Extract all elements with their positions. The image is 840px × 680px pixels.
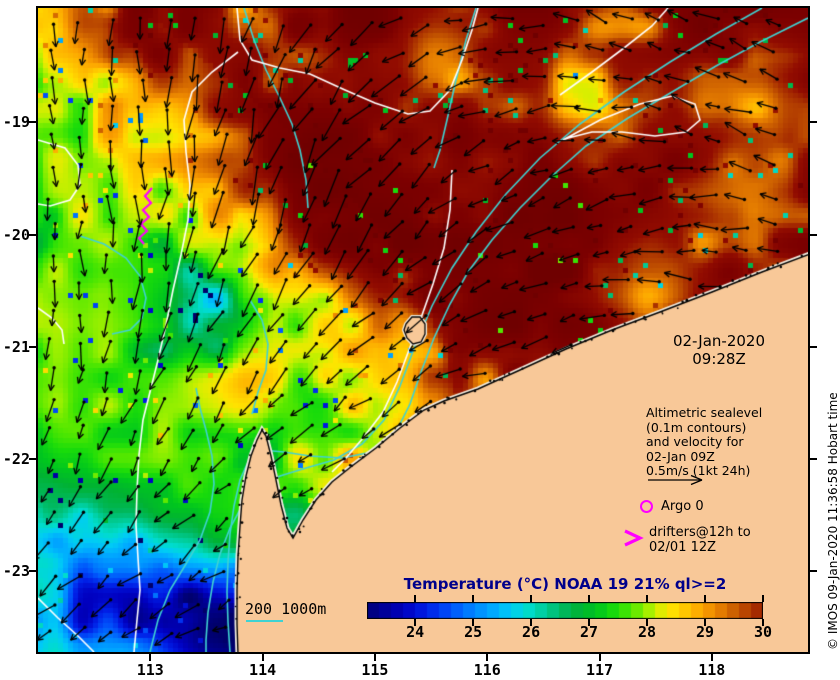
x-axis-tick [149,654,152,661]
right-axis-tick [810,121,817,124]
colorbar-tick [530,619,533,626]
x-axis-tick [373,654,376,661]
map-datetime: 02-Jan-2020 09:28Z [640,332,798,368]
isobath-legend-line [246,620,283,622]
right-axis-tick [810,458,817,461]
colorbar-tick-label: 30 [753,623,773,641]
right-axis-tick [810,570,817,573]
y-tick-label: -20 [2,225,30,244]
colorbar-tick [414,595,417,602]
colorbar-tick [762,619,764,626]
colorbar-tick [530,595,533,602]
colorbar-tick [472,619,475,626]
x-axis-tick [486,654,489,661]
x-axis-tick [710,654,713,661]
colorbar-tick [704,619,707,626]
drifters-label-line2: 02/01 12Z [649,540,717,555]
drifter-chevron-icon [624,529,644,547]
altimetric-line: and velocity for [646,434,744,449]
colorbar-tick-label: 25 [464,623,483,641]
y-tick-label: -23 [2,562,30,581]
colorbar [367,602,763,619]
colorbar-tick [646,595,649,602]
drifters-label-line1: drifters@12h to [649,525,751,540]
colorbar-tick-label: 24 [406,623,425,641]
x-tick-label: 117 [585,661,614,679]
right-axis-tick [810,345,817,348]
colorbar-title: Temperature (°C) NOAA 19 21% ql>=2 [403,575,727,593]
y-tick-label: -21 [2,337,30,356]
x-tick-label: 118 [698,661,726,679]
colorbar-tick [588,595,591,602]
map-date: 02-Jan-2020 [672,332,766,350]
x-axis-tick [261,654,264,661]
colorbar-tick-label: 26 [522,623,541,641]
colorbar-tick [762,595,764,602]
argo-label: Argo 0 [661,499,704,514]
x-tick-label: 114 [249,661,277,679]
altimetric-line: 02-Jan 09Z [646,448,715,464]
y-axis-tick [29,121,36,124]
x-tick-label: 113 [136,661,164,679]
x-tick-label: 115 [361,661,389,679]
colorbar-tick [646,619,649,626]
altimetric-line: (0.1m contours) [646,419,747,435]
colorbar-tick [704,595,707,602]
y-axis-tick [29,345,36,348]
x-tick-label: 116 [473,661,501,679]
altimetric-line: 0.5m/s (1kt 24h) [646,463,751,478]
sst-map-canvas [38,8,808,652]
x-axis-tick [598,654,601,661]
colorbar-tick [588,619,591,626]
map-time: 09:28Z [692,350,746,368]
velocity-scale-arrow-icon [648,474,703,486]
altimetric-legend: Altimetric sealevel (0.1m contours) and … [646,405,763,479]
y-axis-tick [29,570,36,573]
colorbar-tick [414,619,417,626]
y-axis-tick [29,233,36,236]
altimetric-line: Altimetric sealevel [646,405,763,420]
credit-text: © IMOS 09-Jan-2020 11:36:58 Hobart time [826,392,840,650]
colorbar-tick-label: 29 [695,623,715,641]
y-tick-label: -22 [2,450,30,469]
argo-float-icon [640,500,653,513]
colorbar-tick [472,595,475,602]
right-axis-tick [810,233,817,236]
colorbar-tick-label: 27 [580,623,599,641]
isobath-legend-label: 200 1000m [245,600,327,618]
y-tick-label: -19 [2,113,30,132]
y-axis-tick [29,458,36,461]
colorbar-tick-label: 28 [638,623,657,641]
